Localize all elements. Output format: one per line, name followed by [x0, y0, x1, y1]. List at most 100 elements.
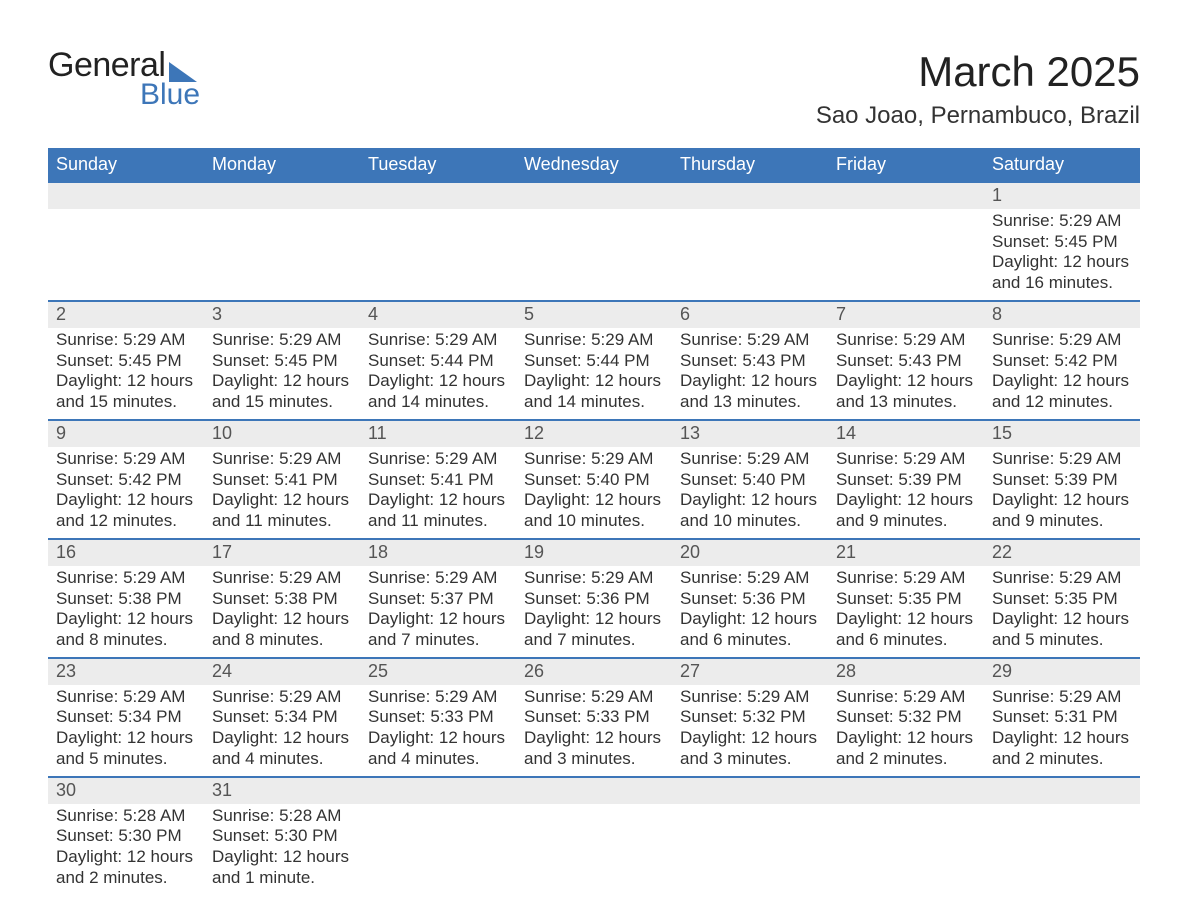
sunrise-text: Sunrise: 5:29 AM — [836, 330, 976, 351]
weekday-header: Wednesday — [516, 148, 672, 182]
day-number-cell — [516, 777, 672, 804]
day-info-cell: Sunrise: 5:29 AMSunset: 5:36 PMDaylight:… — [672, 566, 828, 658]
day-number-cell: 20 — [672, 539, 828, 566]
day-info-cell — [828, 804, 984, 895]
sunset-text: Sunset: 5:44 PM — [524, 351, 664, 372]
day-number-cell: 24 — [204, 658, 360, 685]
daylight-text: Daylight: 12 hours and 13 minutes. — [836, 371, 976, 412]
sunset-text: Sunset: 5:33 PM — [368, 707, 508, 728]
day-number-cell: 3 — [204, 301, 360, 328]
sunset-text: Sunset: 5:36 PM — [680, 589, 820, 610]
day-info-cell: Sunrise: 5:29 AMSunset: 5:42 PMDaylight:… — [48, 447, 204, 539]
day-number-row: 2345678 — [48, 301, 1140, 328]
sunset-text: Sunset: 5:30 PM — [212, 826, 352, 847]
sunset-text: Sunset: 5:45 PM — [212, 351, 352, 372]
daylight-text: Daylight: 12 hours and 4 minutes. — [368, 728, 508, 769]
daylight-text: Daylight: 12 hours and 1 minute. — [212, 847, 352, 888]
daylight-text: Daylight: 12 hours and 12 minutes. — [992, 371, 1132, 412]
day-number-cell: 18 — [360, 539, 516, 566]
day-number-row: 3031 — [48, 777, 1140, 804]
sunset-text: Sunset: 5:35 PM — [836, 589, 976, 610]
day-number-cell: 9 — [48, 420, 204, 447]
daylight-text: Daylight: 12 hours and 6 minutes. — [680, 609, 820, 650]
daylight-text: Daylight: 12 hours and 10 minutes. — [524, 490, 664, 531]
day-info-cell: Sunrise: 5:29 AMSunset: 5:39 PMDaylight:… — [828, 447, 984, 539]
sunset-text: Sunset: 5:34 PM — [56, 707, 196, 728]
logo: General Blue — [48, 48, 200, 110]
day-info-cell: Sunrise: 5:29 AMSunset: 5:33 PMDaylight:… — [360, 685, 516, 777]
day-number-cell — [672, 182, 828, 209]
sunrise-text: Sunrise: 5:29 AM — [992, 449, 1132, 470]
daylight-text: Daylight: 12 hours and 15 minutes. — [56, 371, 196, 412]
sunrise-text: Sunrise: 5:29 AM — [368, 568, 508, 589]
sunset-text: Sunset: 5:41 PM — [212, 470, 352, 491]
day-number-cell: 12 — [516, 420, 672, 447]
day-info-cell: Sunrise: 5:29 AMSunset: 5:39 PMDaylight:… — [984, 447, 1140, 539]
sunrise-text: Sunrise: 5:28 AM — [56, 806, 196, 827]
day-number-cell: 19 — [516, 539, 672, 566]
sunset-text: Sunset: 5:31 PM — [992, 707, 1132, 728]
day-number-cell — [360, 777, 516, 804]
sunset-text: Sunset: 5:43 PM — [836, 351, 976, 372]
day-number-row: 9101112131415 — [48, 420, 1140, 447]
day-number-cell — [828, 182, 984, 209]
day-number-cell — [828, 777, 984, 804]
day-info-cell: Sunrise: 5:29 AMSunset: 5:42 PMDaylight:… — [984, 328, 1140, 420]
weekday-header: Friday — [828, 148, 984, 182]
day-info-cell: Sunrise: 5:28 AMSunset: 5:30 PMDaylight:… — [48, 804, 204, 895]
day-number-cell: 16 — [48, 539, 204, 566]
day-info-cell: Sunrise: 5:29 AMSunset: 5:32 PMDaylight:… — [828, 685, 984, 777]
sunrise-text: Sunrise: 5:29 AM — [368, 687, 508, 708]
title-block: March 2025 Sao Joao, Pernambuco, Brazil — [816, 48, 1140, 130]
day-info-cell — [360, 804, 516, 895]
day-info-cell: Sunrise: 5:29 AMSunset: 5:44 PMDaylight:… — [516, 328, 672, 420]
daylight-text: Daylight: 12 hours and 2 minutes. — [836, 728, 976, 769]
sunrise-text: Sunrise: 5:29 AM — [992, 330, 1132, 351]
day-number-row: 23242526272829 — [48, 658, 1140, 685]
sunrise-text: Sunrise: 5:29 AM — [524, 330, 664, 351]
daylight-text: Daylight: 12 hours and 7 minutes. — [524, 609, 664, 650]
page-subtitle: Sao Joao, Pernambuco, Brazil — [816, 102, 1140, 130]
day-number-cell: 17 — [204, 539, 360, 566]
day-info-cell: Sunrise: 5:29 AMSunset: 5:41 PMDaylight:… — [204, 447, 360, 539]
daylight-text: Daylight: 12 hours and 9 minutes. — [992, 490, 1132, 531]
sunrise-text: Sunrise: 5:29 AM — [680, 330, 820, 351]
sunrise-text: Sunrise: 5:29 AM — [56, 687, 196, 708]
day-info-cell: Sunrise: 5:29 AMSunset: 5:35 PMDaylight:… — [828, 566, 984, 658]
day-number-cell: 25 — [360, 658, 516, 685]
day-info-cell — [48, 209, 204, 301]
day-info-cell: Sunrise: 5:29 AMSunset: 5:37 PMDaylight:… — [360, 566, 516, 658]
day-info-row: Sunrise: 5:29 AMSunset: 5:45 PMDaylight:… — [48, 209, 1140, 301]
day-number-cell: 14 — [828, 420, 984, 447]
weekday-header-row: Sunday Monday Tuesday Wednesday Thursday… — [48, 148, 1140, 182]
sunset-text: Sunset: 5:38 PM — [56, 589, 196, 610]
daylight-text: Daylight: 12 hours and 12 minutes. — [56, 490, 196, 531]
day-number-cell: 1 — [984, 182, 1140, 209]
sunrise-text: Sunrise: 5:29 AM — [524, 449, 664, 470]
sunrise-text: Sunrise: 5:29 AM — [524, 568, 664, 589]
day-number-cell: 27 — [672, 658, 828, 685]
sunrise-text: Sunrise: 5:29 AM — [992, 568, 1132, 589]
day-info-cell: Sunrise: 5:28 AMSunset: 5:30 PMDaylight:… — [204, 804, 360, 895]
sunrise-text: Sunrise: 5:29 AM — [524, 687, 664, 708]
day-number-cell: 4 — [360, 301, 516, 328]
sunset-text: Sunset: 5:32 PM — [836, 707, 976, 728]
day-info-cell: Sunrise: 5:29 AMSunset: 5:33 PMDaylight:… — [516, 685, 672, 777]
day-info-cell — [828, 209, 984, 301]
day-info-cell: Sunrise: 5:29 AMSunset: 5:34 PMDaylight:… — [204, 685, 360, 777]
daylight-text: Daylight: 12 hours and 4 minutes. — [212, 728, 352, 769]
weekday-header: Tuesday — [360, 148, 516, 182]
sunset-text: Sunset: 5:33 PM — [524, 707, 664, 728]
logo-word-1: General — [48, 48, 165, 82]
day-info-cell — [516, 209, 672, 301]
daylight-text: Daylight: 12 hours and 11 minutes. — [368, 490, 508, 531]
sunrise-text: Sunrise: 5:29 AM — [680, 568, 820, 589]
sunrise-text: Sunrise: 5:29 AM — [992, 687, 1132, 708]
day-number-cell: 7 — [828, 301, 984, 328]
day-info-cell: Sunrise: 5:29 AMSunset: 5:43 PMDaylight:… — [828, 328, 984, 420]
sunset-text: Sunset: 5:38 PM — [212, 589, 352, 610]
day-info-cell: Sunrise: 5:29 AMSunset: 5:40 PMDaylight:… — [672, 447, 828, 539]
sunrise-text: Sunrise: 5:29 AM — [56, 330, 196, 351]
daylight-text: Daylight: 12 hours and 9 minutes. — [836, 490, 976, 531]
daylight-text: Daylight: 12 hours and 15 minutes. — [212, 371, 352, 412]
